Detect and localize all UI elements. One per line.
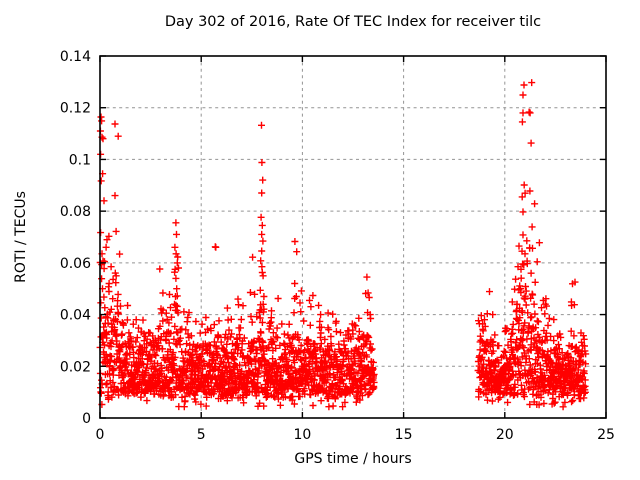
- scatter-plus-markers: [96, 79, 590, 411]
- y-tick-label: 0.12: [60, 101, 91, 117]
- x-tick-label: 25: [597, 427, 615, 443]
- y-tick-label: 0.06: [60, 256, 91, 272]
- y-tick-label: 0.14: [60, 49, 91, 65]
- y-tick-label: 0.1: [69, 152, 91, 168]
- y-tick-label: 0.02: [60, 359, 91, 375]
- y-tick-label: 0.08: [60, 204, 91, 220]
- y-axis-label: ROTI / TECUs: [13, 191, 29, 283]
- x-tick-label: 20: [496, 427, 514, 443]
- x-axis-label: GPS time / hours: [294, 451, 411, 467]
- y-tick-label: 0.04: [60, 308, 91, 324]
- x-tick-label: 0: [96, 427, 105, 443]
- x-tick-label: 15: [395, 427, 413, 443]
- plot-border: [99, 55, 607, 419]
- x-tick-label: 10: [293, 427, 311, 443]
- x-tick-label: 5: [197, 427, 206, 443]
- axis-ticks: [99, 55, 607, 419]
- data-points: [96, 79, 590, 411]
- tick-labels: 0 5 10 15 20 25 0 0.02 0.04 0.06 0.08 0.1 0.12 0.14: [60, 49, 615, 443]
- y-tick-label: 0: [82, 411, 91, 427]
- chart-title: Day 302 of 2016, Rate Of TEC Index for r…: [165, 14, 541, 30]
